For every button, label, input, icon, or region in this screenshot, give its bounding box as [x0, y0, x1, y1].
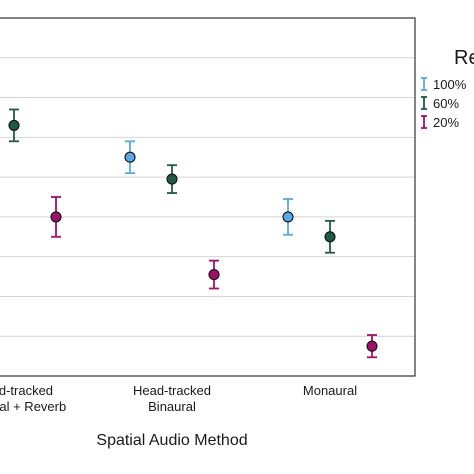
- data-point-100%-2: [124, 140, 136, 175]
- marker: [8, 119, 20, 131]
- marker: [208, 269, 220, 281]
- legend: 100% 60% 20%: [421, 77, 467, 130]
- legend-label-3: 20%: [433, 115, 459, 130]
- x-tick-label-2-2: Binaural: [148, 399, 196, 414]
- x-tick-label-1-1: Head-tracked: [0, 383, 53, 398]
- data-point-20%-1: [50, 196, 62, 238]
- marker: [124, 151, 136, 163]
- legend-item-2: 60%: [421, 96, 459, 111]
- data-marks: [8, 108, 378, 359]
- x-axis-title: Spatial Audio Method: [96, 432, 247, 449]
- gridlines: [0, 57, 415, 337]
- legend-item-1: 100%: [421, 77, 467, 92]
- data-point-100%-3: [282, 198, 294, 236]
- plot-frame: [0, 17, 416, 377]
- legend-label-1: 100%: [433, 77, 467, 92]
- marker: [50, 211, 62, 223]
- marker: [324, 231, 336, 243]
- x-tick-label-2-1: Head-tracked: [133, 383, 211, 398]
- x-tick-label-1-2: Binaural + Reverb: [0, 399, 66, 414]
- legend-label-2: 60%: [433, 96, 459, 111]
- marker: [282, 211, 294, 223]
- legend-title: Re: [454, 47, 474, 69]
- legend-item-3: 20%: [421, 115, 459, 130]
- plot-background: [0, 18, 415, 376]
- data-point-60%-3: [324, 219, 336, 254]
- data-point-20%-2: [208, 259, 220, 290]
- data-point-60%-2: [166, 164, 178, 194]
- data-point-20%-3: [366, 334, 378, 359]
- marker: [166, 173, 178, 185]
- marker: [366, 340, 378, 352]
- data-point-60%-1: [8, 108, 20, 143]
- x-tick-label-3-1: Monaural: [303, 383, 357, 398]
